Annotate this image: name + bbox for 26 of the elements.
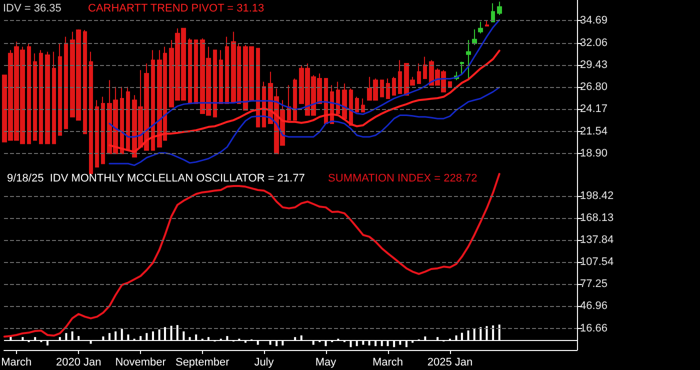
x-tick-label: 2025 Jan: [427, 356, 473, 368]
y-tick-label: 34.69: [580, 14, 608, 27]
y-tick-label: 137.84: [580, 234, 614, 246]
x-tick-label: March: [372, 356, 404, 368]
y-tick-label: 198.42: [580, 190, 614, 202]
x-tick-label: November: [115, 356, 166, 368]
y-tick-label: 107.54: [580, 256, 614, 268]
y-tick-label: 21.54: [580, 125, 608, 138]
y-tick-label: 77.25: [580, 278, 608, 290]
y-tick-label: 18.90: [580, 148, 608, 160]
text: 9/18/25 IDV MONTHLY MCCLELLAN OSCILLATOR = 21.77: [7, 172, 305, 184]
y-tick-label: 24.17: [580, 103, 608, 116]
x-tick-label: May: [315, 356, 337, 368]
annotation: IDV = 36.35: [3, 2, 62, 14]
x-tick-label: March: [1, 356, 32, 368]
y-tick-label: 29.43: [580, 58, 608, 71]
y-tick-label: 32.06: [580, 36, 608, 49]
y-tick-label: 46.96: [580, 300, 608, 312]
y-tick-label: 16.66: [580, 322, 608, 334]
text: CARHARTT TREND PIVOT = 31.13: [88, 2, 264, 14]
series-label: SUMMATION INDEX = 228.72: [328, 172, 478, 184]
y-tick-label: 26.80: [580, 81, 608, 94]
x-tick-label: July: [254, 356, 274, 368]
y-tick-label: 168.13: [580, 212, 614, 224]
x-tick-label: 2020 Jan: [56, 356, 102, 368]
x-tick-label: September: [175, 356, 230, 368]
